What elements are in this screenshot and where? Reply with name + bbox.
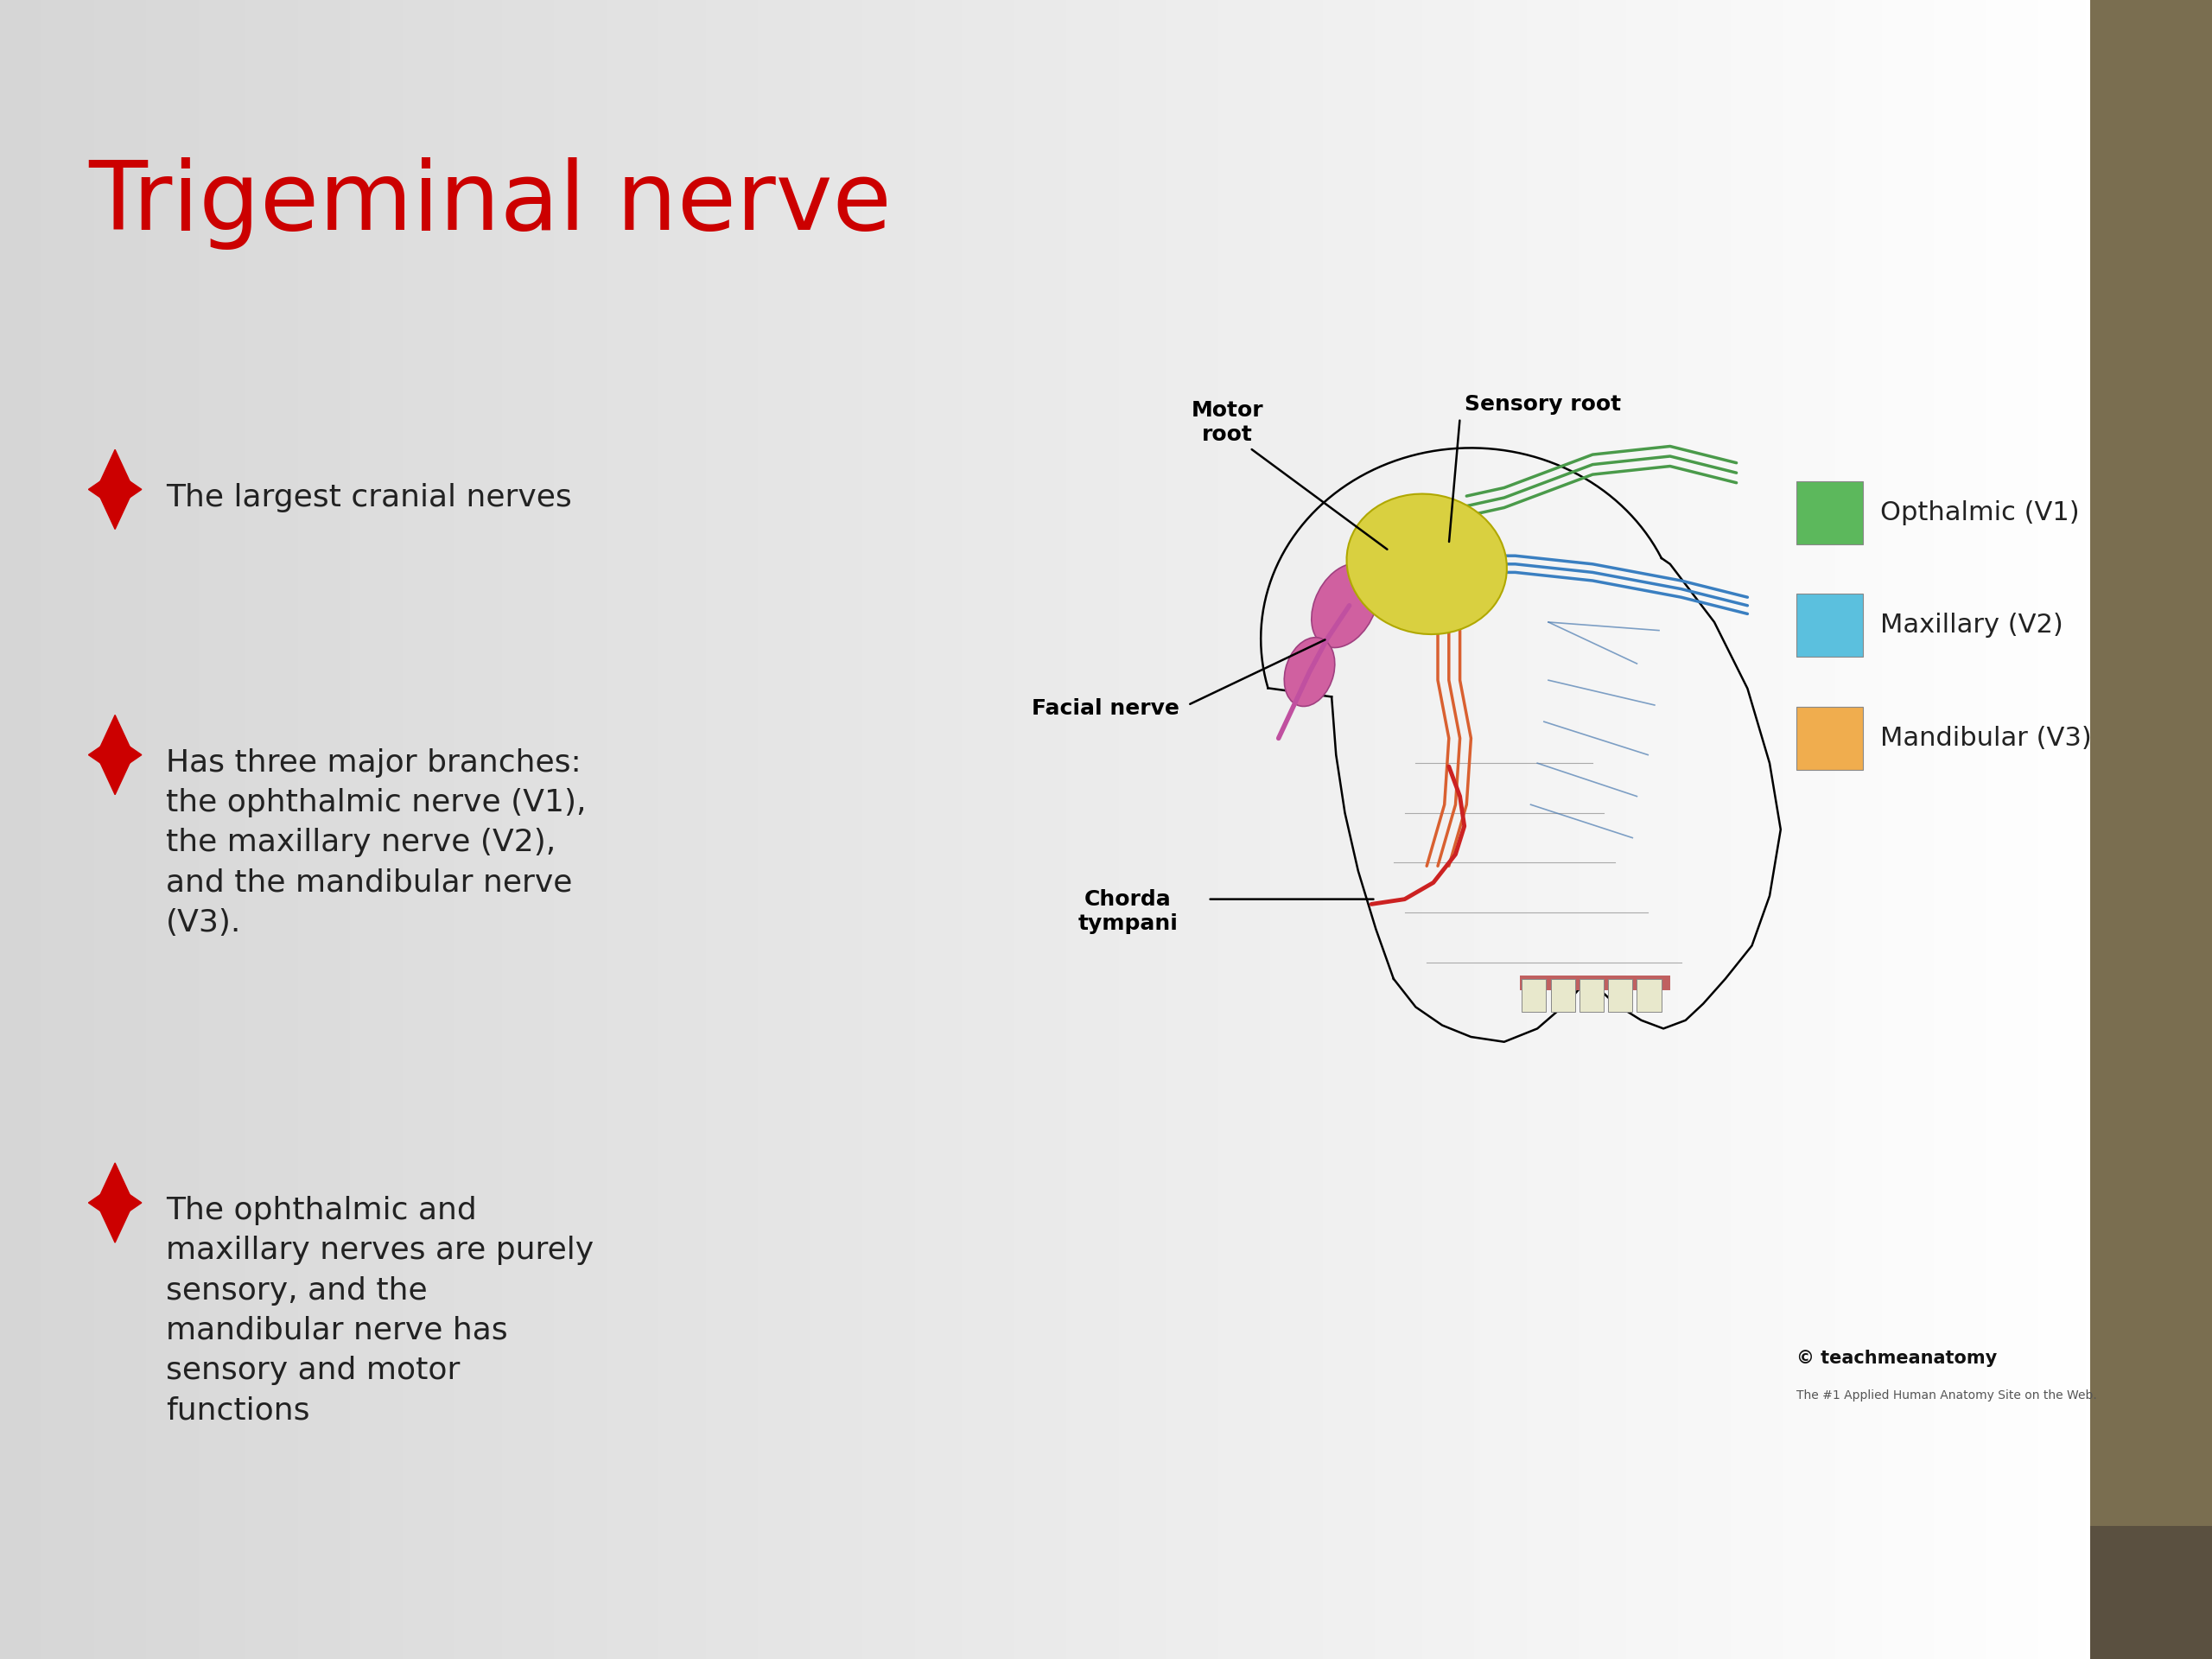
- Text: Mandibular (V3): Mandibular (V3): [1880, 725, 2093, 752]
- Polygon shape: [100, 715, 131, 750]
- Bar: [1796, 481, 1863, 544]
- Bar: [1579, 979, 1604, 1012]
- Text: Facial nerve: Facial nerve: [1031, 698, 1179, 718]
- Text: Motor
root: Motor root: [1192, 400, 1263, 445]
- Bar: [1522, 979, 1546, 1012]
- Text: Sensory root: Sensory root: [1464, 395, 1621, 415]
- Polygon shape: [100, 1163, 131, 1198]
- Ellipse shape: [1312, 564, 1378, 647]
- Bar: [1551, 979, 1575, 1012]
- Text: © teachmeanatomy: © teachmeanatomy: [1796, 1350, 1997, 1367]
- Bar: [1796, 707, 1863, 770]
- Bar: [1796, 594, 1863, 657]
- Text: Opthalmic (V1): Opthalmic (V1): [1880, 499, 2079, 526]
- Text: The #1 Applied Human Anatomy Site on the Web.: The #1 Applied Human Anatomy Site on the…: [1796, 1389, 2097, 1402]
- Polygon shape: [100, 494, 131, 529]
- Polygon shape: [88, 1185, 142, 1221]
- Text: The largest cranial nerves: The largest cranial nerves: [166, 483, 571, 513]
- Ellipse shape: [1347, 494, 1506, 634]
- Ellipse shape: [1285, 637, 1334, 707]
- Text: Chorda
tympani: Chorda tympani: [1077, 889, 1179, 934]
- Polygon shape: [100, 450, 131, 484]
- Polygon shape: [88, 471, 142, 508]
- Bar: [1520, 975, 1670, 990]
- Text: Maxillary (V2): Maxillary (V2): [1880, 612, 2064, 639]
- Text: Has three major branches:
the ophthalmic nerve (V1),
the maxillary nerve (V2),
a: Has three major branches: the ophthalmic…: [166, 748, 586, 937]
- Polygon shape: [88, 737, 142, 773]
- Bar: [1637, 979, 1661, 1012]
- Text: Trigeminal nerve: Trigeminal nerve: [88, 158, 891, 251]
- Text: The ophthalmic and
maxillary nerves are purely
sensory, and the
mandibular nerve: The ophthalmic and maxillary nerves are …: [166, 1196, 593, 1425]
- Bar: [2090, 0, 2212, 1659]
- Bar: [2090, 1526, 2212, 1659]
- Polygon shape: [100, 760, 131, 795]
- Bar: [1608, 979, 1632, 1012]
- Polygon shape: [100, 1208, 131, 1243]
